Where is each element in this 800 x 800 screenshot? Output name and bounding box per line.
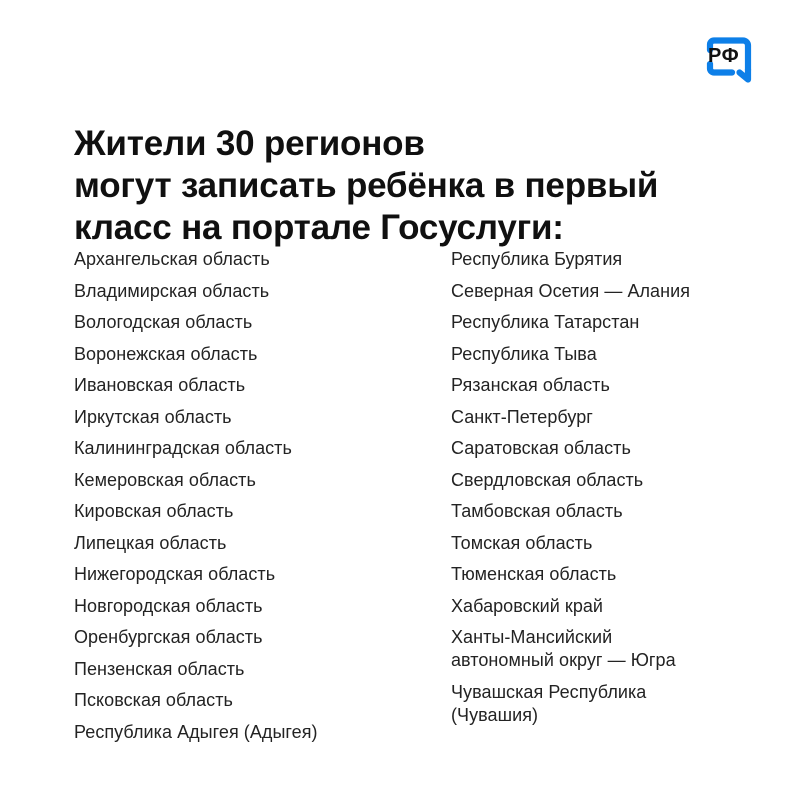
list-item: Калининградская область	[74, 438, 292, 458]
list-item: Кировская область	[74, 501, 234, 521]
list-item: Республика Татарстан	[451, 312, 640, 332]
list-item: Ивановская область	[74, 375, 246, 395]
regions-column-right: Республика Бурятия Северная Осетия — Ала…	[451, 248, 764, 735]
list-item: Ханты-Мансийский автономный округ — Югра	[451, 626, 764, 672]
list-item: Республика Бурятия	[451, 249, 623, 269]
list-item: Оренбургская область	[74, 627, 263, 647]
regions-list: Архангельская область Владимирская облас…	[74, 248, 764, 752]
list-item: Республика Адыгея (Адыгея)	[74, 721, 318, 742]
headline-line-1: Жители 30 регионов	[74, 124, 425, 164]
page-title: Жители 30 регионов могут записать ребёнк…	[74, 123, 714, 249]
list-item: Пензенская область	[74, 658, 245, 679]
list-item-line: Ханты-Мансийский	[451, 627, 613, 647]
list-item: Псковская область	[74, 690, 233, 710]
list-item: Санкт-Петербург	[451, 406, 593, 427]
list-item: Хабаровский край	[451, 595, 604, 616]
speech-bubble-icon	[706, 37, 752, 83]
list-item: Чувашская Республика (Чувашия)	[451, 681, 764, 727]
list-item-line: (Чувашия)	[451, 704, 539, 725]
list-item-line: автономный округ — Югра	[451, 650, 676, 670]
list-item: Воронежская область	[74, 343, 258, 364]
list-item: Тамбовская область	[451, 501, 623, 521]
list-item: Липецкая область	[74, 532, 227, 553]
list-item: Саратовская область	[451, 438, 631, 458]
gosuslugi-logo: РФ	[696, 30, 762, 96]
list-item: Северная Осетия — Алания	[451, 280, 691, 301]
list-item: Свердловская область	[451, 469, 644, 490]
list-item: Нижегородская область	[74, 564, 276, 584]
headline-line-3: класс на портале Госуслуги:	[74, 208, 564, 248]
regions-column-left: Архангельская область Владимирская облас…	[74, 248, 451, 752]
list-item: Кемеровская область	[74, 469, 256, 490]
list-item: Архангельская область	[74, 249, 270, 269]
list-item: Новгородская область	[74, 595, 263, 616]
list-item: Рязанская область	[451, 375, 610, 395]
list-item: Республика Тыва	[451, 343, 597, 364]
list-item: Иркутская область	[74, 406, 232, 427]
list-item: Владимирская область	[74, 280, 270, 301]
list-item: Томская область	[451, 532, 593, 553]
logo-mark-text: РФ	[708, 45, 739, 67]
list-item: Вологодская область	[74, 312, 253, 332]
list-item-line: Чувашская Республика	[451, 681, 647, 702]
headline-line-2: могут записать ребёнка в первый	[74, 166, 659, 206]
list-item: Тюменская область	[451, 564, 617, 584]
